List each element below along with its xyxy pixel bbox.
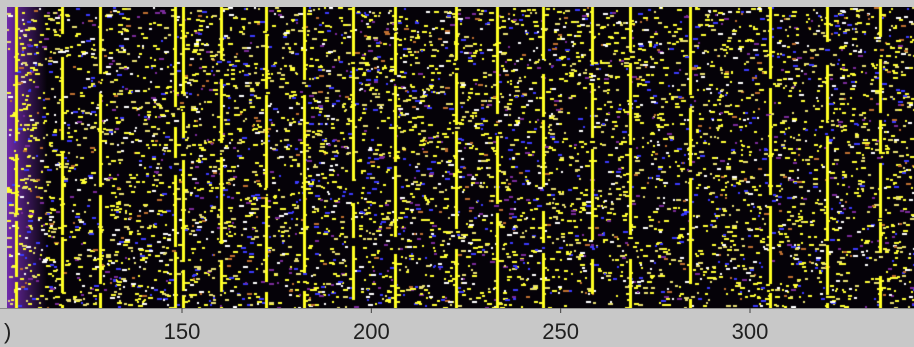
x-tick-label: 250 (542, 319, 579, 344)
x-tick-label: 150 (164, 319, 201, 344)
frame-left-border (0, 0, 7, 347)
x-tick-label: 200 (353, 319, 390, 344)
x-axis-bar (0, 308, 914, 347)
x-tick-label: ) (4, 319, 11, 344)
x-axis: ) 150 200 250 300 (4, 308, 769, 344)
spectrogram-plot[interactable] (7, 7, 914, 308)
frame-top-border (0, 0, 914, 7)
x-tick-label: 300 (732, 319, 769, 344)
